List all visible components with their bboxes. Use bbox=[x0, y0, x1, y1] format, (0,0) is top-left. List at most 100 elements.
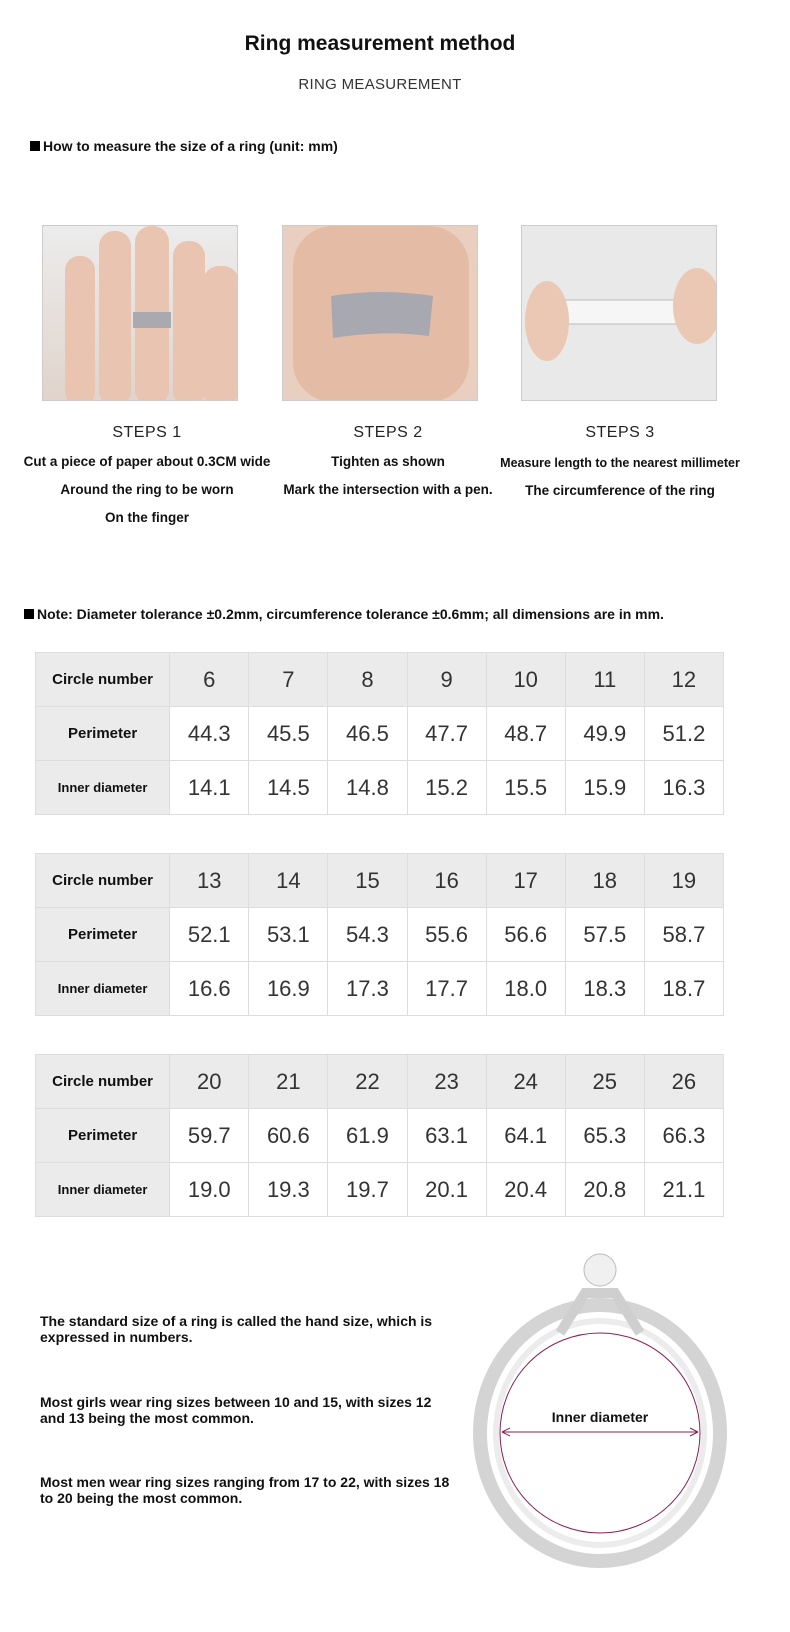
table-cell: 66.3 bbox=[643, 1108, 725, 1163]
table-cell: 53.1 bbox=[248, 907, 329, 962]
table-cell: 19.3 bbox=[248, 1162, 329, 1217]
table-cell: 54.3 bbox=[327, 907, 408, 962]
size-table-1: Circle number 6 7 8 9 10 11 12 Perimeter 44.3 45.5… bbox=[34, 652, 725, 815]
table-cell: 16.9 bbox=[248, 961, 329, 1016]
row-label: Perimeter bbox=[34, 907, 171, 962]
square-bullet-icon bbox=[30, 141, 40, 151]
step-text: Measure length to the nearest millimeter bbox=[500, 456, 740, 470]
row-label: Inner diameter bbox=[34, 760, 171, 815]
table-cell: 14.8 bbox=[327, 760, 408, 815]
table-cell: 19.7 bbox=[327, 1162, 408, 1217]
table-cell: 16.6 bbox=[169, 961, 250, 1016]
table-cell: 21.1 bbox=[643, 1162, 725, 1217]
table-cell: 18.7 bbox=[643, 961, 725, 1016]
table-cell: 44.3 bbox=[169, 706, 250, 761]
table-cell: 65.3 bbox=[564, 1108, 645, 1163]
table-cell: 14.5 bbox=[248, 760, 329, 815]
row-label: Perimeter bbox=[34, 1108, 171, 1163]
table-cell: 20.4 bbox=[485, 1162, 566, 1217]
row-label: Circle number bbox=[34, 652, 171, 707]
step-text: Cut a piece of paper about 0.3CM wide bbox=[23, 454, 271, 469]
table-cell: 23 bbox=[406, 1054, 487, 1109]
table-cell: 12 bbox=[643, 652, 725, 707]
step-title: STEPS 2 bbox=[353, 424, 423, 441]
table-cell: 45.5 bbox=[248, 706, 329, 761]
table-cell: 55.6 bbox=[406, 907, 487, 962]
table-cell: 13 bbox=[169, 853, 250, 908]
table-cell: 14 bbox=[248, 853, 329, 908]
table-cell: 19 bbox=[643, 853, 725, 908]
table-cell: 15 bbox=[327, 853, 408, 908]
tolerance-note: Note: Diameter tolerance ±0.2mm, circumf… bbox=[24, 606, 664, 622]
table-cell: 16.3 bbox=[643, 760, 725, 815]
table-cell: 6 bbox=[169, 652, 250, 707]
step-text: Mark the intersection with a pen. bbox=[283, 482, 493, 497]
table-cell: 8 bbox=[327, 652, 408, 707]
table-cell: 17.3 bbox=[327, 961, 408, 1016]
table-cell: 64.1 bbox=[485, 1108, 566, 1163]
table-cell: 63.1 bbox=[406, 1108, 487, 1163]
table-cell: 15.2 bbox=[406, 760, 487, 815]
info-girls-sizes: Most girls wear ring sizes between 10 an… bbox=[40, 1394, 432, 1426]
circle-number-row: Circle number 20 21 22 23 24 25 26 bbox=[34, 1054, 725, 1109]
table-cell: 49.9 bbox=[564, 706, 645, 761]
table-cell: 57.5 bbox=[564, 907, 645, 962]
howto-heading: How to measure the size of a ring (unit:… bbox=[30, 138, 338, 154]
step-3: STEPS 3 Measure length to the nearest mi… bbox=[490, 424, 750, 498]
size-table-3: Circle number 20 21 22 23 24 25 26 Perimeter 59.7… bbox=[34, 1054, 725, 1217]
step-2: STEPS 2 Tighten as shown Mark the inters… bbox=[258, 424, 518, 497]
step3-photo bbox=[521, 225, 717, 401]
table-cell: 7 bbox=[248, 652, 329, 707]
row-label: Perimeter bbox=[34, 706, 171, 761]
inner-diameter-label: Inner diameter bbox=[551, 1409, 649, 1425]
perimeter-row: Perimeter 44.3 45.5 46.5 47.7 48.7 49.9 51.2 bbox=[34, 706, 725, 761]
table-cell: 15.9 bbox=[564, 760, 645, 815]
note-text: Note: Diameter tolerance ±0.2mm, circumf… bbox=[37, 606, 664, 622]
row-label: Inner diameter bbox=[34, 961, 171, 1016]
step1-photo bbox=[42, 225, 238, 401]
table-cell: 9 bbox=[406, 652, 487, 707]
circle-number-row: Circle number 13 14 15 16 17 18 19 bbox=[34, 853, 725, 908]
step2-photo bbox=[282, 225, 478, 401]
step-text: Tighten as shown bbox=[331, 454, 445, 469]
table-cell: 22 bbox=[327, 1054, 408, 1109]
table-cell: 24 bbox=[485, 1054, 566, 1109]
inner-diameter-row: Inner diameter 19.0 19.3 19.7 20.1 20.4 20.8 21… bbox=[34, 1162, 725, 1217]
table-cell: 16 bbox=[406, 853, 487, 908]
table-cell: 26 bbox=[643, 1054, 725, 1109]
row-label: Inner diameter bbox=[34, 1162, 171, 1217]
table-cell: 17.7 bbox=[406, 961, 487, 1016]
table-cell: 58.7 bbox=[643, 907, 725, 962]
table-cell: 47.7 bbox=[406, 706, 487, 761]
step-1: STEPS 1 Cut a piece of paper about 0.3CM… bbox=[17, 424, 277, 525]
step-text: On the finger bbox=[105, 510, 189, 525]
table-cell: 20.1 bbox=[406, 1162, 487, 1217]
page-subtitle: RING MEASUREMENT bbox=[298, 76, 462, 93]
row-label: Circle number bbox=[34, 1054, 171, 1109]
table-cell: 18.3 bbox=[564, 961, 645, 1016]
table-cell: 21 bbox=[248, 1054, 329, 1109]
table-cell: 11 bbox=[564, 652, 645, 707]
info-hand-size: The standard size of a ring is called th… bbox=[40, 1313, 433, 1345]
table-cell: 18.0 bbox=[485, 961, 566, 1016]
circle-number-row: Circle number 6 7 8 9 10 11 12 bbox=[34, 652, 725, 707]
ring-illustration bbox=[473, 1253, 727, 1568]
step-title: STEPS 1 bbox=[112, 424, 182, 441]
table-cell: 25 bbox=[564, 1054, 645, 1109]
inner-diameter-row: Inner diameter 16.6 16.9 17.3 17.7 18.0 18.3 18… bbox=[34, 961, 725, 1016]
table-cell: 10 bbox=[485, 652, 566, 707]
page-title: Ring measurement method bbox=[244, 32, 516, 55]
square-bullet-icon bbox=[24, 609, 34, 619]
table-cell: 18 bbox=[564, 853, 645, 908]
step-text: The circumference of the ring bbox=[525, 483, 715, 498]
table-cell: 61.9 bbox=[327, 1108, 408, 1163]
table-cell: 15.5 bbox=[485, 760, 566, 815]
step-title: STEPS 3 bbox=[585, 424, 655, 441]
perimeter-row: Perimeter 52.1 53.1 54.3 55.6 56.6 57.5 58.7 bbox=[34, 907, 725, 962]
table-cell: 17 bbox=[485, 853, 566, 908]
table-cell: 19.0 bbox=[169, 1162, 250, 1217]
table-cell: 20 bbox=[169, 1054, 250, 1109]
inner-diameter-row: Inner diameter 14.1 14.5 14.8 15.2 15.5 15.9 16… bbox=[34, 760, 725, 815]
howto-text: How to measure the size of a ring (unit:… bbox=[43, 138, 338, 154]
table-cell: 60.6 bbox=[248, 1108, 329, 1163]
